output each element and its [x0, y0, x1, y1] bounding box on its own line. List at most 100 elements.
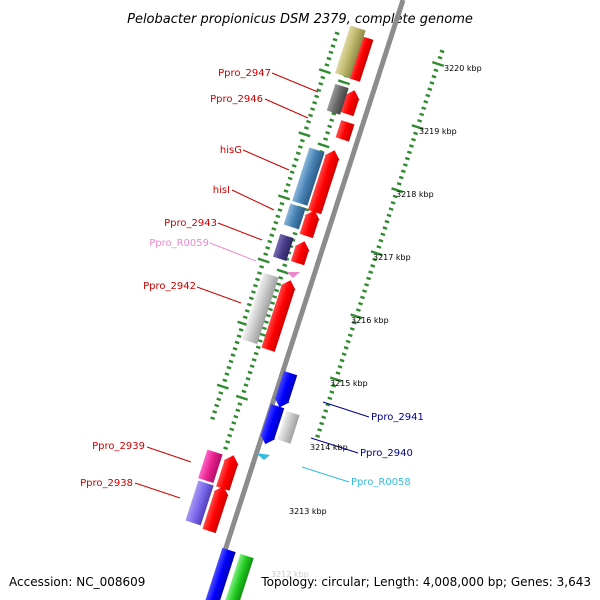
scale-tick-minor [323, 409, 329, 413]
gene-arrow-forward [290, 241, 310, 266]
scale-tick-major [370, 250, 383, 257]
scale-tick-major [257, 257, 270, 264]
scale-tick-minor [335, 371, 341, 375]
scale-tick-minor [390, 200, 396, 205]
gene-block-hisg [292, 147, 325, 206]
callout-ppro-2941 [322, 401, 370, 418]
gene-label-ppro-2940: Ppro_2940 [360, 448, 413, 459]
scale-tick-minor [277, 208, 283, 212]
gene-arrow-ppro-2938 [202, 486, 229, 534]
callout-ppro-2947 [271, 72, 319, 93]
scale-tick-minor [265, 313, 271, 318]
scale-tick-minor [238, 328, 244, 332]
scale-tick-minor [214, 403, 220, 408]
scale-tick-major [391, 187, 404, 194]
callout-ppro-2946 [264, 98, 309, 119]
scale-tick-minor [304, 126, 309, 130]
scale-tick-major [277, 194, 291, 201]
scale-tick-minor [225, 440, 231, 444]
scale-tick-minor [235, 408, 241, 413]
scale-tick-minor [429, 81, 435, 85]
scale-tick-minor [382, 226, 388, 230]
gene-arrow-forward [348, 36, 374, 82]
gene-block-khaki [335, 25, 366, 79]
gene-block-ppro-2939 [198, 449, 223, 484]
scale-tick-minor [230, 353, 236, 357]
gene-block-ppro-2938 [185, 480, 214, 526]
scale-tick-minor [255, 277, 260, 282]
scale-tick-minor [310, 107, 316, 111]
callout-hisg [242, 149, 290, 171]
gene-label-hisi: hisI [213, 185, 230, 196]
scale-tick-minor [272, 294, 278, 299]
scale-tick-minor [247, 370, 253, 375]
gene-label-ppro-2943: Ppro_2943 [164, 218, 217, 229]
scale-tick-minor [297, 145, 303, 149]
scale-tick-minor [273, 220, 279, 225]
scale-labels: 3220 kbp 3219 kbp 3218 kbp 3217 kbp 3216… [271, 64, 482, 579]
scale-tick-minor [364, 282, 370, 287]
scale-tick-minor [312, 100, 318, 105]
scale-tick-minor [357, 301, 363, 306]
scale-tick-minor [226, 365, 232, 370]
scale-tick-minor [295, 151, 301, 156]
scale-tick-major [298, 131, 311, 138]
scale-tick-minor [351, 320, 357, 325]
scale-tick-minor [376, 245, 382, 249]
gene-arrow-ppro-2943 [299, 210, 320, 239]
scale-tick-minor [404, 156, 410, 161]
scale-tick-minor [314, 94, 320, 99]
scale-tick-minor [210, 416, 216, 421]
gene-label-ppro-2939: Ppro_2939 [92, 441, 145, 452]
scale-tick-minor [275, 214, 281, 219]
scale-tick-minor [236, 334, 242, 339]
scale-tick-minor [439, 49, 445, 54]
callout-ppro-2938 [134, 482, 181, 499]
scale-tick-minor [370, 264, 376, 268]
scale-tick-minor [232, 346, 238, 351]
scale-tick-minor [368, 270, 374, 275]
scale-tick-minor [437, 55, 443, 60]
scale-tick-minor [345, 339, 351, 344]
scale-tick-minor [411, 137, 416, 142]
scale-tick-minor [388, 207, 394, 211]
gene-label-ppro-2941: Ppro_2941 [371, 412, 424, 423]
scale-tick-minor [245, 376, 251, 381]
gene-label-ppro-2938: Ppro_2938 [80, 478, 133, 489]
scale-tick-minor [293, 157, 299, 162]
scale-tick-minor [433, 68, 439, 73]
scale-tick-minor [372, 257, 378, 262]
scale-tick-major [431, 60, 445, 68]
scale-label-3218: 3218 kbp [396, 190, 434, 199]
feature-blocks [185, 25, 366, 526]
gene-labels: Ppro_2947 Ppro_2946 hisG hisI Ppro_2943 … [80, 68, 424, 489]
scale-tick-minor [423, 100, 429, 104]
scale-tick-minor [324, 63, 330, 67]
scale-tick-minor [278, 276, 284, 280]
scale-tick-minor [263, 252, 269, 257]
callout-ppro-2942 [196, 286, 242, 304]
gene-label-ppro-r0058: Ppro_R0058 [351, 477, 411, 488]
scale-tick-major [216, 383, 229, 390]
scale-tick-minor [327, 396, 333, 401]
scale-tick-minor [406, 150, 412, 155]
gene-arrow-ppro-2941 [274, 370, 298, 408]
gene-label-ppro-2947: Ppro_2947 [218, 68, 271, 79]
scale-tick-minor [366, 276, 372, 281]
gene-arrow-forward [335, 120, 355, 142]
scale-tick-minor [287, 176, 293, 181]
scale-tick-minor [421, 106, 427, 110]
scale-tick-minor [384, 219, 390, 224]
callout-hisi [231, 189, 275, 211]
gene-arrow-blue [203, 547, 236, 600]
scale-tick-minor [326, 56, 332, 61]
scale-tick-minor [343, 346, 349, 350]
scale-tick-minor [289, 170, 295, 174]
trna-ppro-r0059 [287, 272, 300, 278]
scale-tick-minor [282, 263, 288, 268]
scale-tick-minor [222, 378, 228, 383]
scale-tick-minor [396, 182, 402, 186]
scale-tick-major [276, 268, 289, 275]
scale-tick-minor [427, 87, 433, 92]
scale-tick-minor [231, 421, 237, 425]
